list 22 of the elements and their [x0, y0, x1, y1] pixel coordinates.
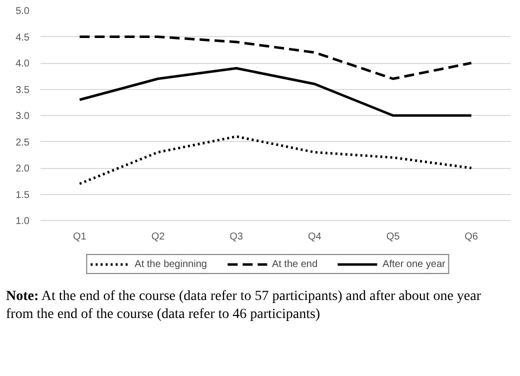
y-tick-label: 3.0 [16, 111, 30, 122]
y-tick-label: 4.5 [16, 32, 30, 44]
x-tick-label: Q2 [151, 232, 166, 242]
line-series [78, 135, 473, 185]
legend-label: At the beginning [134, 258, 207, 270]
x-tick-label: Q3 [230, 232, 244, 242]
y-tick-label: 3.5 [16, 84, 30, 96]
x-tick-label: Q1 [72, 232, 87, 242]
line-series [78, 67, 473, 117]
y-tick-label: 1.5 [16, 190, 30, 201]
x-tick-label: Q5 [386, 232, 400, 242]
text: Note: At the end of the course (data refer to 57 participants) and after about one year from the end of the course (data refer to 46 participants) [6, 288, 482, 324]
y-tick-label: 2.5 [16, 137, 30, 148]
x-tick-label: Q6 [464, 232, 478, 242]
y-tick-label: 2.0 [16, 164, 30, 174]
y-tick-label: 1.0 [16, 216, 30, 227]
y-tick-label: 5.0 [16, 6, 30, 17]
x-tick-label: Q4 [308, 232, 322, 242]
legend-label: After one year [382, 258, 446, 270]
y-tick-label: 4.0 [16, 58, 30, 70]
line-series [78, 36, 473, 80]
legend-label: At the end [272, 258, 318, 270]
